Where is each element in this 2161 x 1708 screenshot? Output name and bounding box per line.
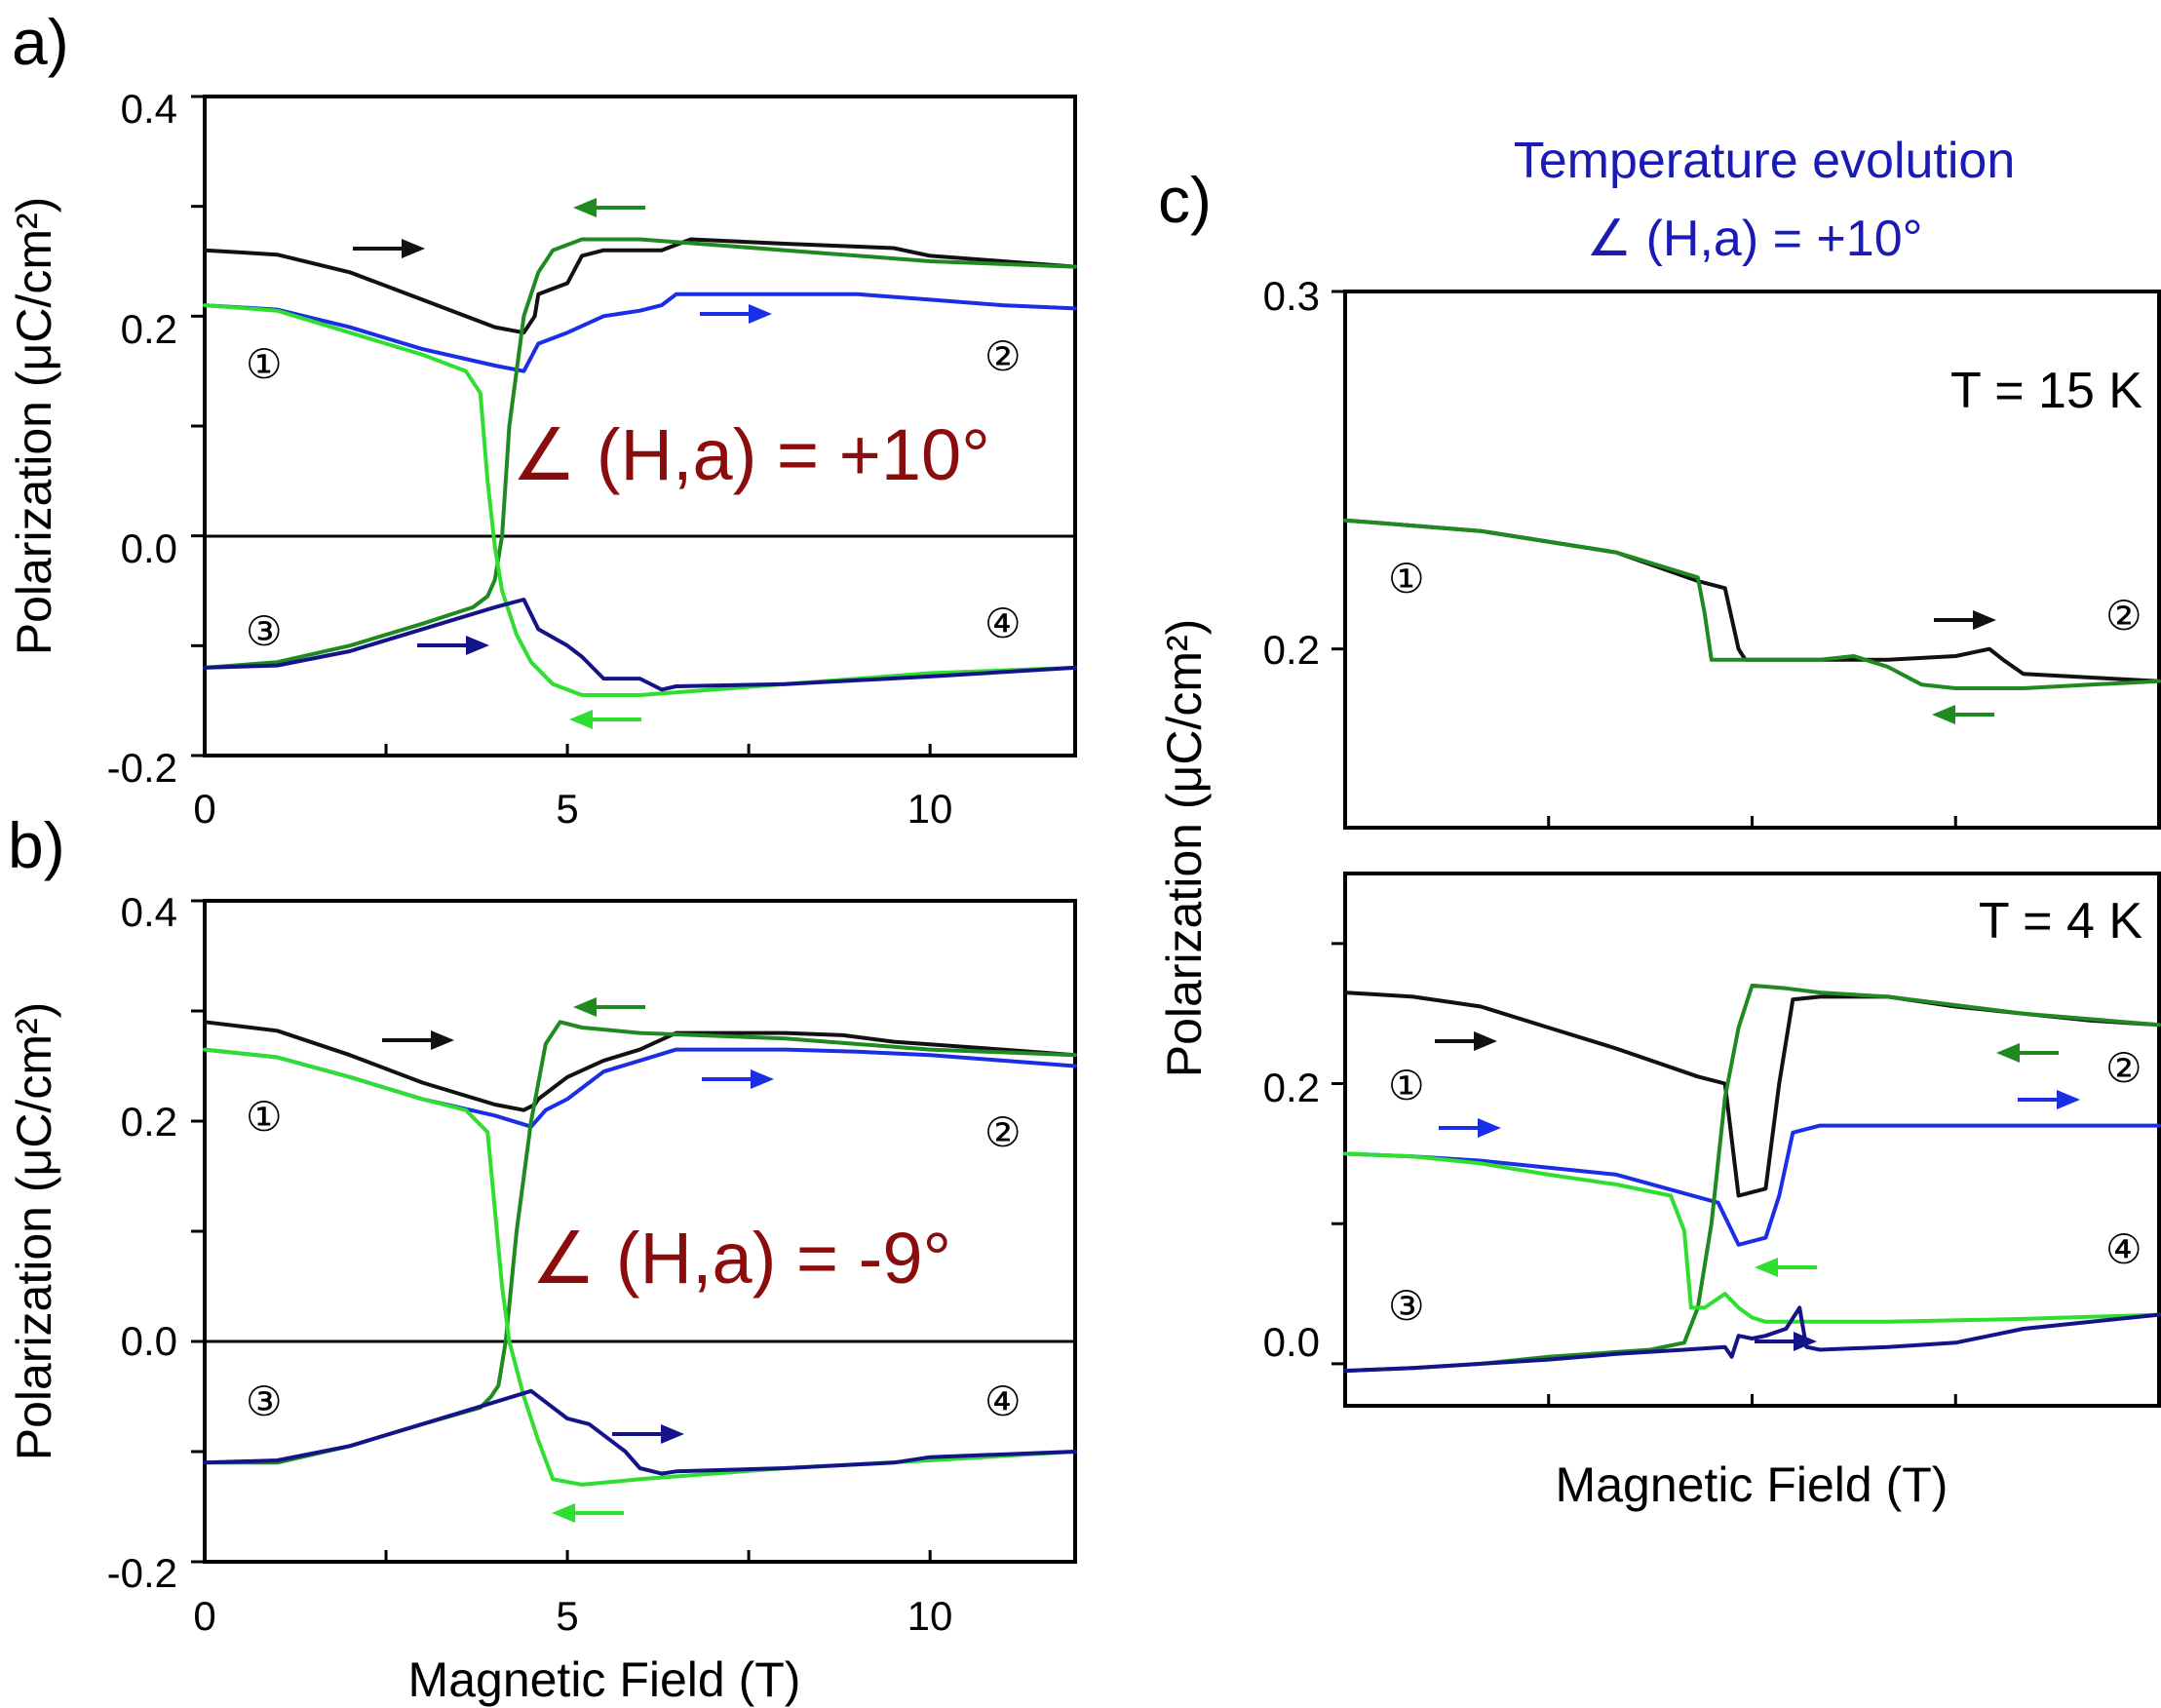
panel-a-ticks: [191, 95, 932, 757]
panel-a-ytick-0.2: 0.2: [121, 306, 177, 352]
panel-c-bottom-ticks: [1331, 942, 1957, 1406]
panel-c-top-ticks: [1331, 290, 1957, 828]
panel-b-ytick-0.2: 0.2: [121, 1099, 177, 1145]
arrow-right-icon: [2018, 1090, 2080, 1109]
panel-b-series-light-green: [203, 1047, 1077, 1487]
panel-c-top-ytick-0.3: 0.3: [1263, 273, 1320, 319]
arrow-right-icon: [1934, 610, 1996, 630]
panel-a-ytick-0.0: 0.0: [121, 525, 177, 571]
panel-c-bottom-temperature: T = 4 K: [1979, 893, 2142, 950]
panel-a-xtick-0: 0: [193, 786, 215, 832]
panel-a-series-navy: [203, 598, 1077, 692]
arrow-right-icon: [417, 636, 489, 655]
panel-a-ylabel: Polarization (μC/cm²): [7, 197, 61, 656]
panel-c-top-curves: [1343, 518, 2161, 690]
panel-b-marker-3: ③: [246, 1378, 283, 1425]
arrow-right-icon: [700, 304, 772, 324]
panel-b-curves: [203, 1020, 1077, 1487]
arrow-left-icon: [1755, 1258, 1817, 1277]
panel-a-arrows: [353, 198, 772, 729]
panel-c-subtitle: ∠ (H,a) = +10°: [1587, 211, 1923, 267]
panel-b-arrows: [382, 997, 774, 1523]
panel-a-marker-2: ②: [984, 332, 1022, 380]
panel-b-ytick-0.4: 0.4: [121, 889, 177, 935]
arrow-left-icon: [1996, 1043, 2059, 1063]
panel-c-top-temperature: T = 15 K: [1950, 363, 2142, 419]
panel-a-curves: [203, 237, 1077, 697]
panel-b-xtick-5: 5: [556, 1593, 578, 1639]
panel-c-top-ytick-0.2: 0.2: [1263, 627, 1320, 673]
panel-c-top-marker-1: ①: [1388, 555, 1425, 602]
panel-c-ylabel: Polarization (μC/cm²): [1157, 619, 1212, 1078]
panel-a-series-black: [203, 237, 1077, 335]
arrow-right-icon: [382, 1030, 454, 1050]
arrow-left-icon: [552, 1503, 624, 1523]
panel-a-ytick-0.4: 0.4: [121, 86, 177, 132]
panel-c-title: Temperature evolution: [1514, 133, 2016, 189]
panel-c-bottom-marker-4: ④: [2105, 1225, 2142, 1273]
panel-c-bottom-series-black: [1343, 990, 2161, 1198]
arrow-right-icon: [702, 1069, 774, 1089]
panel-b-series-blue: [203, 1047, 1077, 1129]
panel-b-xlabel: Magnetic Field (T): [408, 1652, 801, 1707]
panel-c-bottom-curves: [1343, 983, 2161, 1374]
panel-b-angle-annotation: ∠ (H,a) = -9°: [531, 1218, 951, 1299]
panel-c-xlabel: Magnetic Field (T): [1556, 1457, 1949, 1512]
panel-a-marker-4: ④: [984, 600, 1022, 647]
panel-b-xtick-0: 0: [193, 1593, 215, 1639]
panel-a: a) 0.4 0.2 0.0 -0.2 0 5 10 Polarization …: [7, 6, 1077, 832]
panel-c-label: c): [1158, 164, 1212, 236]
panel-b-series-navy: [203, 1388, 1077, 1476]
panel-b-ticks: [191, 899, 932, 1564]
panel-b-ytick-0.0: 0.0: [121, 1318, 177, 1364]
panel-c-bottom-ytick-0.0: 0.0: [1263, 1319, 1320, 1365]
panel-c-bottom-marker-2: ②: [2105, 1044, 2142, 1092]
panel-c-top-arrows: [1932, 610, 1996, 724]
panel-b-ytick-m0.2: -0.2: [107, 1550, 177, 1596]
arrow-left-icon: [1932, 705, 1994, 724]
arrow-right-icon: [1755, 1332, 1817, 1351]
panel-c-top-series-black: [1343, 518, 2161, 683]
arrow-left-icon: [569, 710, 641, 729]
panel-a-angle-annotation: ∠ (H,a) = +10°: [512, 414, 990, 495]
panel-b: b) 0.4 0.2 0.0 -0.2 0 5 10 Polarization …: [7, 809, 1077, 1707]
panel-b-series-black: [203, 1020, 1077, 1112]
panel-c-bottom-marker-1: ①: [1388, 1062, 1425, 1109]
panel-c-bottom-ytick-0.2: 0.2: [1263, 1065, 1320, 1110]
panel-b-xtick-10: 10: [907, 1593, 953, 1639]
panel-c-top-marker-2: ②: [2105, 592, 2142, 640]
panel-c-top-series-dark-green: [1343, 518, 2161, 690]
panel-b-marker-2: ②: [984, 1108, 1022, 1156]
panel-b-ylabel: Polarization (μC/cm²): [7, 1002, 61, 1461]
panel-c: c) Temperature evolution ∠ (H,a) = +10° …: [1157, 133, 2161, 1512]
arrow-right-icon: [353, 239, 425, 258]
panel-a-marker-3: ③: [246, 607, 283, 655]
panel-a-label: a): [12, 6, 69, 78]
panel-c-bottom-series-dark-green: [1343, 983, 2161, 1374]
panel-a-series-blue: [203, 291, 1077, 373]
panel-c-bottom-series-navy: [1343, 1305, 2161, 1374]
panel-a-xtick-10: 10: [907, 786, 953, 832]
panel-a-xtick-5: 5: [556, 786, 578, 832]
arrow-right-icon: [1435, 1031, 1497, 1051]
panel-b-label: b): [8, 809, 65, 881]
panel-c-bottom-series-light-green: [1343, 1151, 2161, 1324]
panel-c-bottom-arrows: [1435, 1031, 2080, 1351]
arrow-left-icon: [573, 198, 645, 217]
panel-a-ytick-m0.2: -0.2: [107, 745, 177, 791]
arrow-left-icon: [573, 997, 645, 1017]
panel-b-marker-1: ①: [246, 1093, 283, 1141]
panel-c-bottom-marker-3: ③: [1388, 1282, 1425, 1330]
panel-c-bottom-series-blue: [1343, 1123, 2161, 1247]
panel-a-series-light-green: [203, 303, 1077, 697]
panel-b-marker-4: ④: [984, 1378, 1022, 1425]
panel-a-marker-1: ①: [246, 340, 283, 388]
arrow-right-icon: [1439, 1118, 1501, 1138]
panel-a-series-dark-green: [203, 237, 1077, 670]
arrow-right-icon: [612, 1424, 684, 1444]
